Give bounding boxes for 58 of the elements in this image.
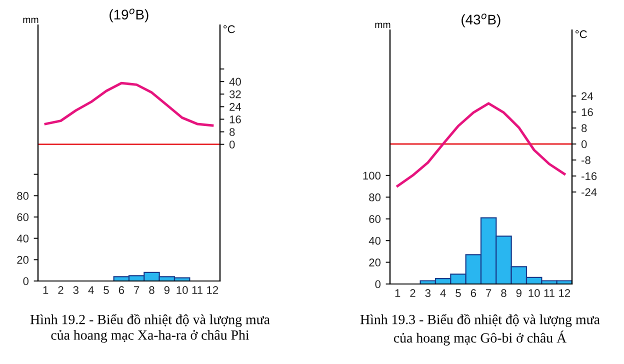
chart-title: (43$^{o}$B) [462,14,500,28]
x-tick-label: 10 [176,286,188,294]
text: Hình 19.3 - Biểu đồ nhiệt độ và lượng mưa của hoang mạc Gô-bi ở châu Á [360,314,600,346]
y2-tick-label: 24 [230,102,242,111]
text: Hình 19.2 - Biểu đồ nhiệt độ và lượng mưa của hoang mạc Xa-ha-ra ở châu Phi [30,314,270,343]
x-tick-label: 5 [456,289,461,298]
x-tick-label: 8 [149,286,154,294]
x-tick-label: 9 [164,286,170,294]
y2-tick-label: 8 [230,128,235,136]
x-tick-label: 8 [501,289,506,298]
y-tick-label: 40 [16,234,29,242]
y-tick-label: 80 [369,193,381,202]
y2-tick-label: 8 [582,124,587,132]
y2-tick-label: 32 [229,90,241,98]
y2-tick-label: 16 [230,116,241,124]
y-axis-title: mm [375,22,390,28]
x-tick-label: 10 [528,289,540,298]
x-tick-label: 6 [470,289,476,298]
y2-tick-label: 24 [582,92,594,100]
x-tick-label: 2 [58,286,64,294]
y2-tick-label: 16 [582,108,593,116]
y2-tick-label: 0 [229,140,235,148]
y2-tick-label: -24 [582,188,597,196]
x-tick-label: 5 [104,286,109,294]
y-tick-label: 100 [363,172,381,180]
y-axis-title: mm [23,18,38,23]
x-tick-label: 3 [425,289,431,298]
line-series [396,102,566,188]
x-tick-label: 12 [559,289,570,297]
x-tick-label: 4 [88,286,94,294]
y-tick-label: 0 [375,280,381,288]
y-tick-label: 0 [23,277,29,286]
y-tick-label: 20 [17,256,29,264]
y2-tick-label: -8 [582,156,590,164]
x-tick-label: 11 [192,286,202,294]
y2-tick-label: 0 [581,140,587,148]
line-series [44,82,214,127]
x-tick-label: 12 [207,286,218,294]
y2-tick-label: -16 [582,172,597,180]
y2-axis-title: °C [576,30,587,38]
x-tick-label: 2 [410,289,416,297]
y2-axis-title: °C [224,25,235,34]
x-tick-label: 7 [134,286,140,294]
x-tick-label: 7 [486,289,492,297]
y-tick-label: 20 [369,258,381,266]
x-tick-label: 11 [544,289,554,297]
x-tick-label: 9 [516,289,522,298]
y-tick-label: 80 [17,192,29,200]
y-tick-label: 40 [368,236,381,245]
y2-tick-label: 40 [229,78,241,86]
chart-title: (19$^{o}$B) [110,8,148,22]
y-tick-label: 60 [369,215,381,224]
x-tick-label: 1 [395,289,400,297]
x-tick-label: 3 [73,286,79,294]
x-tick-label: 6 [118,286,124,294]
x-tick-label: 4 [440,289,446,297]
x-tick-label: 1 [43,286,48,294]
y-tick-label: 60 [17,213,29,222]
